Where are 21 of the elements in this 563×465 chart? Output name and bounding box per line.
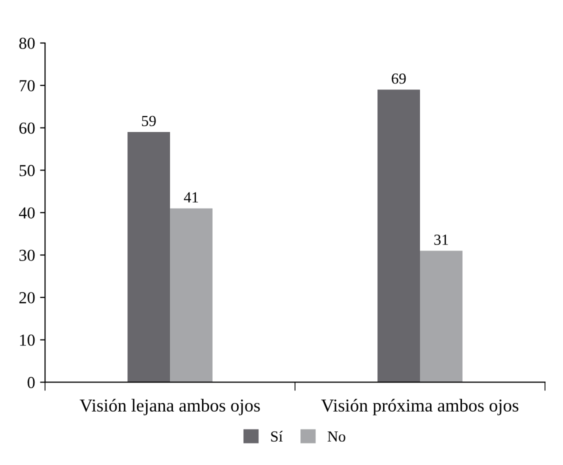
y-tick-label: 10 bbox=[20, 334, 35, 346]
y-tick-label: 60 bbox=[19, 122, 35, 134]
x-tick-label: Visión próxima ambos ojos bbox=[321, 398, 518, 416]
data-label: 41 bbox=[184, 192, 198, 202]
y-tick-label: 30 bbox=[19, 250, 35, 261]
data-label: 69 bbox=[392, 74, 406, 84]
y-tick-label: 80 bbox=[19, 38, 35, 49]
data-label: 59 bbox=[142, 116, 156, 126]
y-tick-label: 50 bbox=[20, 164, 35, 176]
bar bbox=[378, 90, 420, 382]
y-tick-label: 20 bbox=[19, 292, 35, 304]
x-tick-label: Visión lejana ambos ojos bbox=[80, 398, 260, 416]
y-tick-label: 70 bbox=[20, 80, 35, 92]
data-label: 31 bbox=[434, 234, 448, 245]
legend-label: Sí bbox=[271, 430, 283, 442]
legend-label: No bbox=[328, 432, 346, 442]
bar bbox=[420, 250, 462, 382]
bar bbox=[128, 132, 170, 382]
y-tick-label: 0 bbox=[28, 376, 35, 388]
y-tick-label: 40 bbox=[18, 207, 35, 219]
bar bbox=[170, 208, 213, 382]
